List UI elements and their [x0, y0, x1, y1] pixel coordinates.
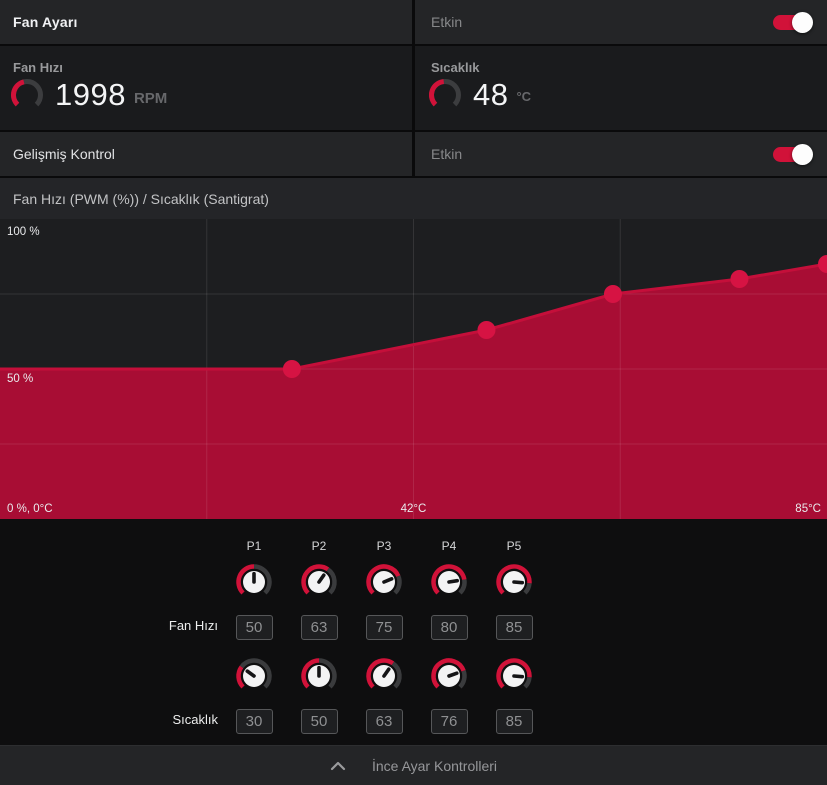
- temperature-input-p2[interactable]: [300, 709, 338, 734]
- fan-enable-cell: Etkin: [415, 0, 827, 44]
- fine-tune-controls-bar[interactable]: İnce Ayar Kontrolleri: [0, 745, 827, 785]
- temperature-input-p4[interactable]: [430, 709, 468, 734]
- advanced-control-title-cell: Gelişmiş Kontrol: [0, 132, 412, 176]
- fan-speed-row-label: Fan Hızı: [168, 618, 218, 633]
- advanced-enable-cell: Etkin: [415, 132, 827, 176]
- fan-setting-header-row: Fan Ayarı Etkin: [0, 0, 827, 44]
- temperature-knob-p5[interactable]: [494, 656, 534, 696]
- x-axis-tick-mid: 42°C: [401, 503, 427, 515]
- temperature-knob-p3[interactable]: [364, 656, 404, 696]
- fan-speed-gauge-cell: Fan Hızı 1998 RPM: [0, 46, 412, 130]
- y-axis-tick-50: 50 %: [7, 373, 33, 385]
- toggle-knob: [792, 143, 813, 165]
- point-column-label-p5: P5: [506, 539, 522, 553]
- fan-setting-title-cell: Fan Ayarı: [0, 0, 412, 44]
- chevron-up-icon: [330, 761, 346, 770]
- curve-point-p3[interactable]: [603, 285, 622, 303]
- fan-enable-toggle[interactable]: [773, 11, 813, 33]
- advanced-control-row: Gelişmiş Kontrol Etkin: [0, 132, 827, 176]
- y-axis-tick-100: 100 %: [7, 226, 40, 238]
- advanced-control-label: Gelişmiş Kontrol: [13, 146, 115, 162]
- fan-speed-input-p4[interactable]: [430, 615, 468, 640]
- fan-speed-unit: RPM: [133, 89, 168, 107]
- temperature-knob-p1[interactable]: [234, 656, 274, 696]
- fan-speed-input-p5[interactable]: [495, 615, 533, 640]
- curve-point-p4[interactable]: [730, 270, 749, 288]
- fan-speed-knob-p5[interactable]: [494, 562, 534, 602]
- temperature-value: 48: [473, 77, 509, 112]
- temperature-gauge-icon: [429, 79, 461, 107]
- temperature-input-p1[interactable]: [235, 709, 273, 734]
- temperature-knob-p2[interactable]: [299, 656, 339, 696]
- curve-points-panel: Fan Hızı Sıcaklık P1 P2 P3 P4 P5: [0, 519, 827, 745]
- gauge-row: Fan Hızı 1998 RPM Sıcaklık 48 °C: [0, 46, 827, 130]
- fine-tune-controls-label: İnce Ayar Kontrolleri: [371, 757, 498, 774]
- point-column-label-p1: P1: [246, 539, 262, 553]
- fan-speed-input-p1[interactable]: [235, 615, 273, 640]
- curve-point-p5[interactable]: [818, 255, 827, 273]
- temperature-knob-p4[interactable]: [429, 656, 469, 696]
- curve-line: [0, 262, 827, 371]
- fan-speed-input-p2[interactable]: [300, 615, 338, 640]
- axis-origin-label: 0 %, 0°C: [7, 503, 53, 515]
- temperature-gauge-cell: Sıcaklık 48 °C: [415, 46, 827, 130]
- fan-speed-knob-p2[interactable]: [299, 562, 339, 602]
- advanced-enable-label: Etkin: [431, 146, 463, 162]
- fan-speed-label: Fan Hızı: [13, 60, 63, 75]
- temperature-input-p5[interactable]: [495, 709, 533, 734]
- fan-curve-plot: 100 % 50 % 0 %, 0°C 42°C 85°C: [0, 219, 827, 519]
- temperature-unit: °C: [516, 88, 532, 104]
- temperature-input-p3[interactable]: [365, 709, 403, 734]
- fan-speed-value: 1998: [55, 77, 126, 112]
- curve-area-fill: [0, 264, 827, 519]
- fan-speed-gauge-icon: [11, 79, 43, 107]
- curve-point-p1[interactable]: [282, 360, 301, 378]
- advanced-enable-toggle[interactable]: [773, 143, 813, 165]
- fan-speed-knob-p4[interactable]: [429, 562, 469, 602]
- point-column-label-p4: P4: [441, 539, 457, 553]
- point-column-label-p2: P2: [311, 539, 327, 553]
- page-title: Fan Ayarı: [13, 14, 78, 30]
- chart-title-bar: Fan Hızı (PWM (%)) / Sıcaklık (Santigrat…: [0, 178, 827, 219]
- x-axis-tick-max: 85°C: [795, 503, 821, 515]
- temperature-row-label: Sıcaklık: [172, 712, 218, 727]
- point-column-label-p3: P3: [376, 539, 392, 553]
- curve-point-p2[interactable]: [477, 321, 496, 339]
- toggle-knob: [792, 11, 813, 33]
- fan-curve-chart: 100 % 50 % 0 %, 0°C 42°C 85°C: [0, 219, 827, 519]
- fan-speed-input-p3[interactable]: [365, 615, 403, 640]
- fan-enable-label: Etkin: [431, 14, 463, 30]
- fan-speed-knob-p1[interactable]: [234, 562, 274, 602]
- temperature-label: Sıcaklık: [431, 60, 480, 75]
- fan-speed-knob-p3[interactable]: [364, 562, 404, 602]
- chart-title: Fan Hızı (PWM (%)) / Sıcaklık (Santigrat…: [13, 190, 269, 207]
